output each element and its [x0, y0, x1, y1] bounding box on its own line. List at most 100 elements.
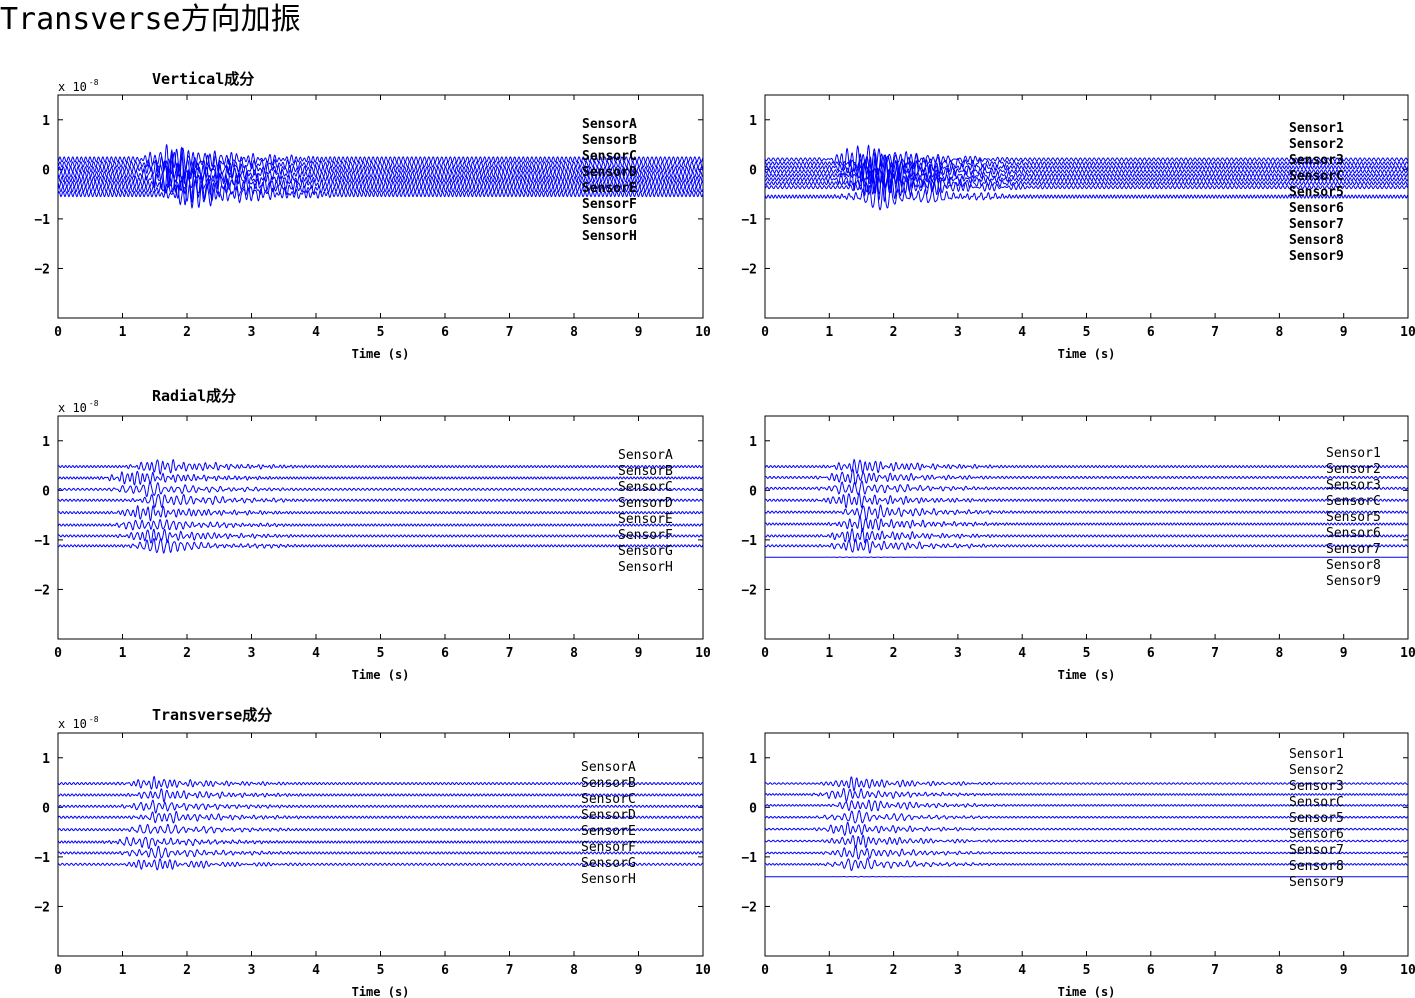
y-tick-label: −2 — [34, 583, 50, 598]
legend-entry: Sensor1 — [1289, 121, 1344, 136]
legend-entry: Sensor2 — [1326, 462, 1381, 477]
legend-entry: Sensor9 — [1289, 249, 1344, 264]
x-tick-label: 10 — [695, 646, 711, 661]
legend-entry: SensorD — [582, 165, 637, 180]
x-tick-label: 2 — [890, 325, 898, 340]
legend-entry: Sensor5 — [1289, 185, 1344, 200]
trace-sensor1 — [765, 776, 1408, 792]
legend-entry: Sensor9 — [1289, 875, 1344, 890]
x-tick-label: 9 — [635, 325, 643, 340]
legend-entry: SensorH — [618, 560, 673, 575]
trace-sensor9 — [765, 875, 1408, 878]
legend-entry: SensorG — [581, 856, 636, 871]
legend-entry: SensorC — [1289, 169, 1344, 184]
legend-entry: SensorA — [582, 117, 637, 132]
legend-entry: SensorG — [618, 544, 673, 559]
legend-entry: Sensor1 — [1289, 747, 1344, 762]
x-tick-label: 0 — [54, 325, 62, 340]
y-tick-label: 1 — [749, 114, 757, 129]
scale-label-row2: x 10 -8 — [58, 399, 99, 415]
legend-entry: Sensor8 — [1289, 859, 1344, 874]
y-tick-label: −2 — [741, 262, 757, 277]
trace-sensorg — [58, 528, 703, 544]
x-tick-label: 0 — [761, 325, 769, 340]
x-tick-label: 1 — [825, 646, 833, 661]
vertical-title: Vertical成分 — [152, 70, 255, 88]
x-tick-label: 2 — [183, 963, 191, 978]
trace-sensor8 — [765, 170, 1408, 203]
x-tick-label: 4 — [312, 325, 320, 340]
x-tick-label: 0 — [761, 963, 769, 978]
trace-sensorc — [765, 492, 1408, 509]
y-tick-label: −2 — [34, 262, 50, 277]
trace-sensorh — [58, 858, 703, 871]
x-tick-label: 8 — [570, 325, 578, 340]
legend-entry: SensorG — [582, 213, 637, 228]
trace-sensor8 — [765, 857, 1408, 872]
x-tick-label: 2 — [890, 646, 898, 661]
x-tick-label: 7 — [1211, 963, 1219, 978]
x-tick-label: 8 — [1275, 963, 1283, 978]
trace-sensorc — [765, 810, 1408, 824]
x-tick-label: 2 — [183, 325, 191, 340]
x-axis-label: Time (s) — [1058, 668, 1116, 682]
trace-sensore — [58, 504, 703, 522]
legend-entry: Sensor3 — [1289, 779, 1344, 794]
x-tick-label: 8 — [570, 963, 578, 978]
trace-sensorf — [58, 836, 703, 850]
legend-entry: SensorF — [618, 528, 673, 543]
x-tick-label: 6 — [441, 963, 449, 978]
legend-entry: SensorC — [618, 480, 673, 495]
trace-sensorg — [58, 175, 703, 206]
trace-sensor7 — [765, 527, 1408, 544]
legend-entry: Sensor6 — [1289, 201, 1344, 216]
x-tick-label: 1 — [119, 325, 127, 340]
trace-sensorh — [58, 537, 703, 554]
trace-sensor5 — [765, 504, 1408, 521]
legend-entry: SensorB — [581, 776, 636, 791]
x-tick-label: 5 — [1083, 646, 1091, 661]
trace-sensorg — [58, 845, 703, 859]
y-tick-label: 1 — [42, 435, 50, 450]
transverse-title: Transverse成分 — [152, 706, 273, 724]
x-tick-label: 5 — [1083, 963, 1091, 978]
legend-entry: SensorC — [1326, 494, 1381, 509]
legend-entry: Sensor7 — [1326, 542, 1381, 557]
x-tick-label: 6 — [441, 325, 449, 340]
legend-entry: Sensor2 — [1289, 763, 1344, 778]
scale-label-row1: x 10 -8 — [58, 78, 99, 94]
y-tick-label: 0 — [42, 163, 50, 178]
legend-entry: Sensor6 — [1289, 827, 1344, 842]
plot-frame — [57, 415, 704, 640]
x-tick-label: 8 — [1275, 325, 1283, 340]
x-tick-label: 10 — [695, 963, 711, 978]
y-tick-label: 1 — [749, 435, 757, 450]
legend-entry: Sensor3 — [1326, 478, 1381, 493]
legend-entry: SensorF — [582, 197, 637, 212]
y-tick-label: −2 — [741, 900, 757, 915]
trace-sensor7 — [765, 170, 1408, 195]
trace-sensor3 — [765, 480, 1408, 495]
legend-entry: Sensor7 — [1289, 217, 1344, 232]
y-tick-label: 0 — [42, 801, 50, 816]
legend-entry: SensorE — [582, 181, 637, 196]
x-tick-label: 0 — [761, 646, 769, 661]
trace-sensore — [58, 823, 703, 835]
x-tick-label: 10 — [1400, 963, 1415, 978]
trace-sensor9 — [765, 179, 1408, 211]
scale-label-row3: x 10 -8 — [58, 715, 99, 731]
x-tick-label: 7 — [506, 646, 514, 661]
x-tick-label: 4 — [1018, 963, 1026, 978]
x-tick-label: 10 — [695, 325, 711, 340]
y-tick-label: 1 — [42, 114, 50, 129]
x-tick-label: 3 — [248, 963, 256, 978]
trace-sensor1 — [765, 458, 1408, 474]
trace-sensor2 — [765, 787, 1408, 803]
x-tick-label: 7 — [1211, 325, 1219, 340]
x-tick-label: 6 — [441, 646, 449, 661]
legend-entry: Sensor7 — [1289, 843, 1344, 858]
